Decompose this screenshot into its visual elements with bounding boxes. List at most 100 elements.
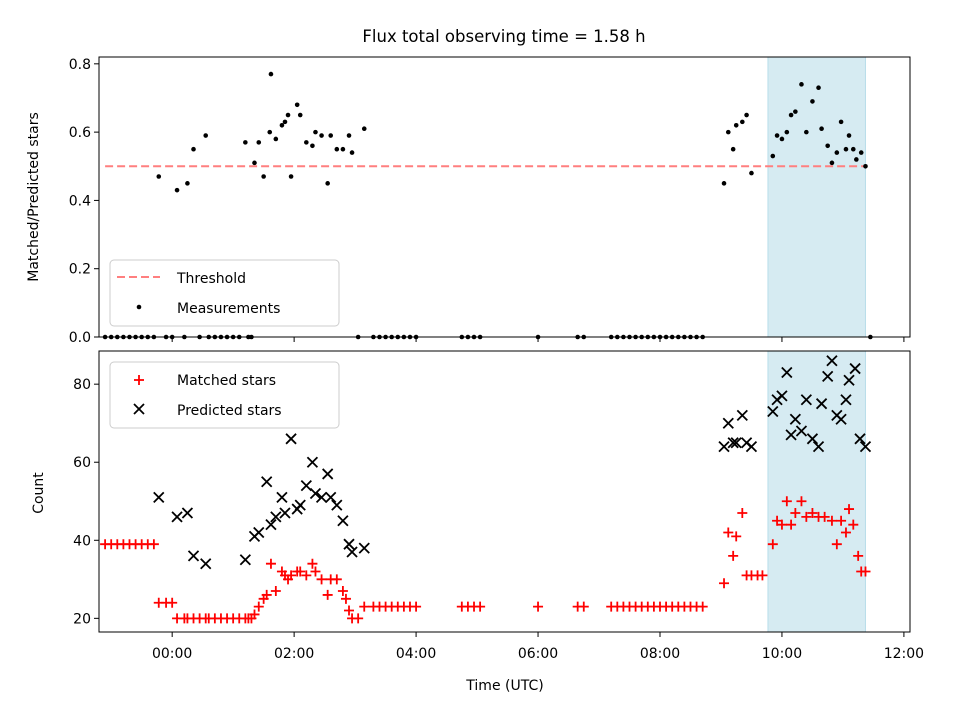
matched-star-point (719, 578, 730, 589)
measurement-point (834, 150, 840, 155)
matched-star-point (411, 601, 422, 612)
y-tick-label: 40 (73, 533, 91, 549)
top-panel: Flux total observing time = 1.58 h 0.00.… (26, 27, 911, 346)
matched-star-point (340, 593, 351, 604)
measurement-point (261, 174, 266, 179)
predicted-star-point (270, 511, 282, 523)
matched-star-point (295, 566, 306, 577)
y-tick-label: 20 (73, 611, 91, 627)
matched-star-point (757, 570, 768, 581)
y-tick-label: 60 (73, 455, 91, 471)
matched-star-point (353, 613, 364, 624)
top-y-ticks: 0.0 0.2 0.4 0.6 0.8 (69, 57, 99, 346)
measurement-point (285, 112, 291, 118)
matched-star-point (796, 496, 807, 507)
predicted-star-point (181, 507, 194, 519)
matched-star-point (261, 589, 272, 600)
matched-star-point (249, 609, 260, 620)
measurement-point (784, 129, 790, 135)
x-tick-label: 08:00 (640, 646, 680, 662)
predicted-star-point (322, 468, 334, 480)
bottom-legend-box (109, 361, 340, 429)
measurement-point (779, 136, 785, 142)
predicted-star-point (781, 366, 793, 379)
bottom-y-ticks: 20 40 60 80 (73, 377, 99, 627)
measurement-point (156, 174, 162, 179)
x-tick-label: 12:00 (884, 646, 924, 662)
predicted-star-point (815, 398, 828, 410)
predicted-star-point (843, 374, 855, 386)
bottom-shaded-span (767, 350, 866, 633)
x-tick-label: 00:00 (152, 646, 192, 662)
measurement-point (288, 174, 294, 179)
x-tick-label: 02:00 (274, 646, 314, 662)
matched-star-point (831, 539, 842, 550)
predicted-star-point (822, 370, 834, 383)
measurement-point (730, 146, 736, 152)
legend-matched-label: Matched stars (177, 373, 276, 389)
predicted-star-point (343, 538, 355, 550)
measurement-point (279, 122, 285, 128)
matched-star-point (848, 519, 859, 530)
matched-star-point (331, 574, 342, 585)
matched-star-point (807, 507, 818, 518)
matched-star-point (253, 601, 264, 612)
matched-star-point (265, 558, 276, 569)
predicted-star-point (285, 433, 297, 445)
matched-star-point (819, 511, 830, 522)
matched-star-point (781, 496, 792, 507)
matched-star-point (167, 597, 178, 608)
predicted-star-point (306, 456, 319, 468)
matched-star-point (840, 527, 851, 538)
bottom-panel: 20 40 60 80 00:00 02:00 04:00 06:00 08:00 10:00 1… (31, 350, 924, 694)
measurement-point (854, 157, 859, 162)
predicted-star-point (800, 394, 812, 406)
matched-star-point (826, 515, 837, 526)
measurement-point (774, 133, 780, 138)
measurement-point (744, 112, 749, 118)
predicted-star-point (325, 491, 337, 503)
matched-star-point (728, 550, 739, 561)
matched-star-point (307, 558, 318, 569)
measurement-point (304, 140, 309, 145)
matched-star-point (316, 574, 327, 585)
top-legend-box (109, 259, 340, 327)
y-tick-label: 0.2 (69, 262, 91, 278)
matched-star-point (310, 566, 321, 577)
matched-star-point (776, 519, 787, 530)
predicted-star-point (309, 487, 322, 500)
measurement-point (749, 170, 754, 176)
predicted-star-point (171, 511, 183, 523)
predicted-star-point (187, 550, 200, 562)
predicted-star-point (200, 558, 212, 570)
measurement-point (725, 129, 731, 135)
measurement-point (268, 71, 274, 77)
matched-star-point (322, 589, 333, 600)
measurement-point (846, 133, 852, 138)
predicted-star-point (279, 507, 291, 519)
matched-star-point (853, 550, 864, 561)
legend-predicted-label: Predicted stars (177, 403, 282, 419)
measurement-point (243, 140, 248, 145)
matched-star-point (359, 601, 370, 612)
matched-star-point (578, 601, 589, 612)
measurement-point (185, 181, 190, 186)
predicted-star-point (812, 440, 825, 453)
predicted-star-point (153, 491, 165, 503)
measurement-point (819, 126, 824, 132)
matched-star-point (767, 539, 778, 550)
measurement-point (788, 112, 794, 118)
top-shaded-span (767, 56, 866, 338)
measurement-point (256, 140, 262, 145)
predicted-star-point (315, 491, 328, 503)
x-tick-label: 10:00 (762, 646, 802, 662)
bottom-legend: Matched stars Predicted stars (109, 361, 340, 429)
legend-predicted-marker (133, 403, 145, 415)
measurement-point (282, 119, 288, 125)
predicted-star-point (276, 491, 288, 503)
bottom-marks (100, 355, 872, 624)
measurement-point (294, 102, 300, 108)
matched-star-point (301, 570, 312, 581)
x-tick-label: 06:00 (518, 646, 558, 662)
